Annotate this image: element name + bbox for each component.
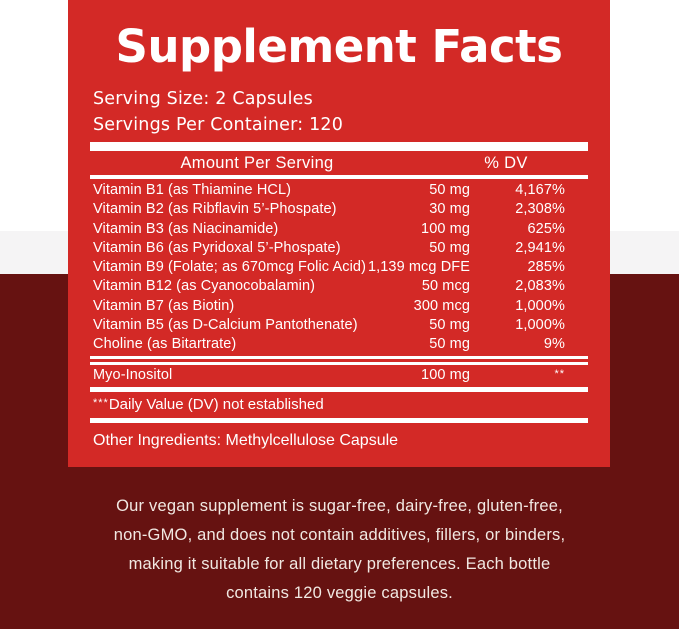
header-underline-rule bbox=[90, 175, 588, 179]
serving-size: Serving Size: 2 Capsules bbox=[93, 89, 313, 109]
nutrient-name: Vitamin B3 (as Niacinamide) bbox=[93, 220, 279, 237]
nutrient-amount: 100 mg bbox=[421, 366, 470, 383]
description-line: making it suitable for all dietary prefe… bbox=[128, 555, 551, 573]
nutrient-dv: 625% bbox=[527, 220, 565, 237]
nutrient-rows: Vitamin B1 (as Thiamine HCL) 50 mg 4,167… bbox=[90, 179, 588, 356]
description-line: Our vegan supplement is sugar-free, dair… bbox=[116, 497, 563, 515]
nutrient-dv: 285% bbox=[527, 259, 565, 276]
table-top-rule bbox=[90, 142, 588, 151]
nutrient-name: Vitamin B6 (as Pyridoxal 5’-Phospate) bbox=[93, 239, 341, 256]
nutrient-name: Myo-Inositol bbox=[93, 366, 173, 383]
separator-rule bbox=[90, 417, 588, 423]
nutrient-dv: 1,000% bbox=[515, 317, 565, 334]
table-row: Vitamin B7 (as Biotin) 300 mcg 1,000% bbox=[90, 297, 588, 316]
table-row: Vitamin B9 (Folate; as 670mcg Folic Acid… bbox=[90, 258, 588, 277]
table-row: Vitamin B1 (as Thiamine HCL) 50 mg 4,167… bbox=[90, 181, 588, 200]
product-description: Our vegan supplement is sugar-free, dair… bbox=[0, 492, 679, 608]
nutrient-name: Vitamin B5 (as D-Calcium Pantothenate) bbox=[93, 317, 358, 334]
nutrient-name: Vitamin B2 (as Ribflavin 5’-Phospate) bbox=[93, 201, 337, 218]
nutrient-name: Choline (as Bitartrate) bbox=[93, 336, 237, 353]
nutrient-amount: 300 mcg bbox=[413, 297, 470, 314]
table-row: Vitamin B12 (as Cyanocobalamin) 50 mcg 2… bbox=[90, 277, 588, 296]
nutrient-amount: 1,139 mcg DFE bbox=[367, 259, 470, 276]
nutrient-amount: 50 mg bbox=[429, 239, 470, 256]
table-row: Vitamin B2 (as Ribflavin 5’-Phospate) 30… bbox=[90, 200, 588, 219]
table-row: Myo-Inositol 100 mg ** bbox=[90, 365, 588, 387]
nutrient-name: Vitamin B1 (as Thiamine HCL) bbox=[93, 182, 292, 198]
serving-info: Serving Size: 2 Capsules Servings Per Co… bbox=[93, 86, 610, 138]
nutrient-amount: 50 mg bbox=[429, 317, 470, 334]
table-header-row: Amount Per Serving % DV bbox=[90, 151, 588, 175]
nutrient-name: Vitamin B9 (Folate; as 670mcg Folic Acid… bbox=[93, 259, 367, 276]
panel-title: Supplement Facts bbox=[115, 20, 563, 73]
nutrient-dv: 2,308% bbox=[515, 201, 565, 218]
table-row: Vitamin B3 (as Niacinamide) 100 mg 625% bbox=[90, 220, 588, 239]
nutrient-name: Vitamin B12 (as Cyanocobalamin) bbox=[93, 278, 316, 295]
nutrient-dv: 4,167% bbox=[515, 182, 565, 198]
dv-footnote: ***Daily Value (DV) not established bbox=[90, 392, 588, 418]
facts-table: Amount Per Serving % DV Vitamin B1 (as T… bbox=[90, 142, 588, 451]
nutrient-amount: 50 mg bbox=[429, 336, 470, 353]
nutrient-dv: 2,083% bbox=[515, 278, 565, 295]
nutrient-amount: 50 mcg bbox=[421, 278, 470, 295]
nutrient-name: Vitamin B7 (as Biotin) bbox=[93, 297, 235, 314]
description-line: contains 120 veggie capsules. bbox=[226, 584, 453, 602]
servings-per-container: Servings Per Container: 120 bbox=[93, 115, 344, 135]
header-amount-per-serving: Amount Per Serving bbox=[180, 153, 334, 172]
table-row: Vitamin B6 (as Pyridoxal 5’-Phospate) 50… bbox=[90, 239, 588, 258]
separator-rule bbox=[90, 386, 588, 392]
table-row: Vitamin B5 (as D-Calcium Pantothenate) 5… bbox=[90, 316, 588, 335]
nutrient-dv: 2,941% bbox=[515, 239, 565, 256]
header-percent-dv: % DV bbox=[484, 153, 528, 172]
supplement-facts-panel: Supplement Facts Serving Size: 2 Capsule… bbox=[68, 0, 610, 467]
nutrient-amount: 100 mg bbox=[421, 220, 470, 237]
footnote-stars: *** bbox=[93, 396, 109, 409]
other-ingredients: Other Ingredients: Methylcellulose Capsu… bbox=[93, 431, 399, 449]
description-line: non-GMO, and does not contain additives,… bbox=[113, 526, 566, 544]
nutrient-amount: 50 mg bbox=[429, 182, 470, 198]
nutrient-dv: 9% bbox=[543, 336, 565, 353]
nutrient-amount: 30 mg bbox=[429, 201, 470, 218]
table-row: Choline (as Bitartrate) 50 mg 9% bbox=[90, 335, 588, 354]
nutrient-dv: 1,000% bbox=[515, 297, 565, 314]
myo-inositol-section: Myo-Inositol 100 mg ** bbox=[90, 365, 588, 387]
double-rule bbox=[90, 355, 588, 365]
footnote-text: Daily Value (DV) not established bbox=[108, 395, 324, 413]
dv-not-established-stars: ** bbox=[554, 367, 565, 380]
